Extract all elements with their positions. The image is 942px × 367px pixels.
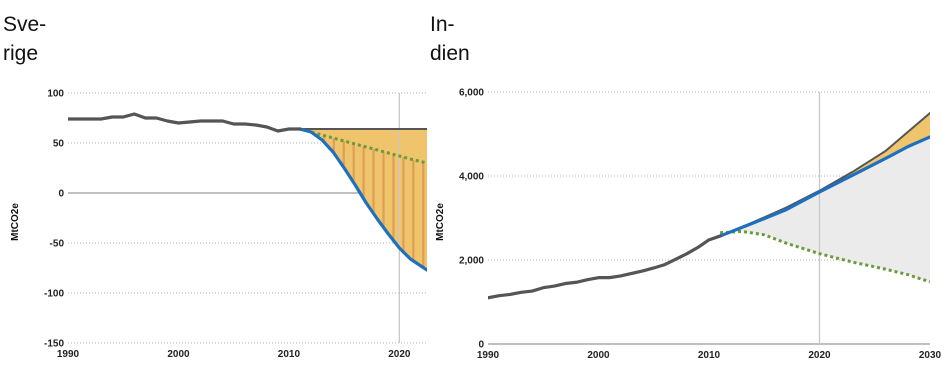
india-series-blue-line xyxy=(718,135,930,238)
sweden-x-tick-label: 1990 xyxy=(57,349,80,360)
india-series-green-line xyxy=(719,229,930,284)
sweden-x-tick-label: 2010 xyxy=(278,349,301,360)
sweden-title-line-1: Sve- xyxy=(3,13,47,36)
india-x-tick-label: 2020 xyxy=(808,350,831,361)
india-series-historical-line xyxy=(488,234,722,300)
india-y-tick-label: 4,000 xyxy=(459,172,484,183)
sweden-y-tick-label: 50 xyxy=(53,139,65,150)
india-title-line-2: dien xyxy=(430,42,470,65)
sweden-y-tick-label: 100 xyxy=(47,89,64,100)
india-gap-area-gray xyxy=(720,136,930,282)
india-title-line-1: In- xyxy=(430,13,455,36)
sweden-x-tick-label: 2000 xyxy=(167,349,190,360)
india-title: In- dien xyxy=(430,10,470,68)
india-plot-area xyxy=(488,92,930,344)
sweden-x-tick-label: 2020 xyxy=(388,349,411,360)
sweden-y-tick-label: -150 xyxy=(44,339,64,350)
sweden-plot-area xyxy=(68,93,427,343)
india-y-axis-label: MtCO2e xyxy=(435,203,446,241)
sweden-y-tick-label: -100 xyxy=(44,289,64,300)
sweden-title: Sve- rige xyxy=(3,10,46,68)
sweden-gap-area-orange xyxy=(299,129,427,270)
sweden-y-tick-label: 0 xyxy=(58,189,64,200)
india-x-tick-label: 2010 xyxy=(698,350,721,361)
sweden-y-axis-label: MtCO2e xyxy=(10,203,21,241)
india-x-tick-label: 1990 xyxy=(477,350,500,361)
sweden-title-line-2: rige xyxy=(3,42,39,65)
sweden-y-tick-label: -50 xyxy=(50,239,65,250)
sweden-series-blue-line xyxy=(298,127,427,272)
india-x-tick-label: 2030 xyxy=(919,350,942,361)
india-y-tick-label: 0 xyxy=(478,340,484,351)
sweden-series-historical-line xyxy=(68,112,302,133)
india-y-tick-label: 2,000 xyxy=(459,256,484,267)
india-x-tick-label: 2000 xyxy=(587,350,610,361)
sweden-series-green-line xyxy=(299,127,427,165)
india-y-tick-label: 6,000 xyxy=(459,88,484,99)
